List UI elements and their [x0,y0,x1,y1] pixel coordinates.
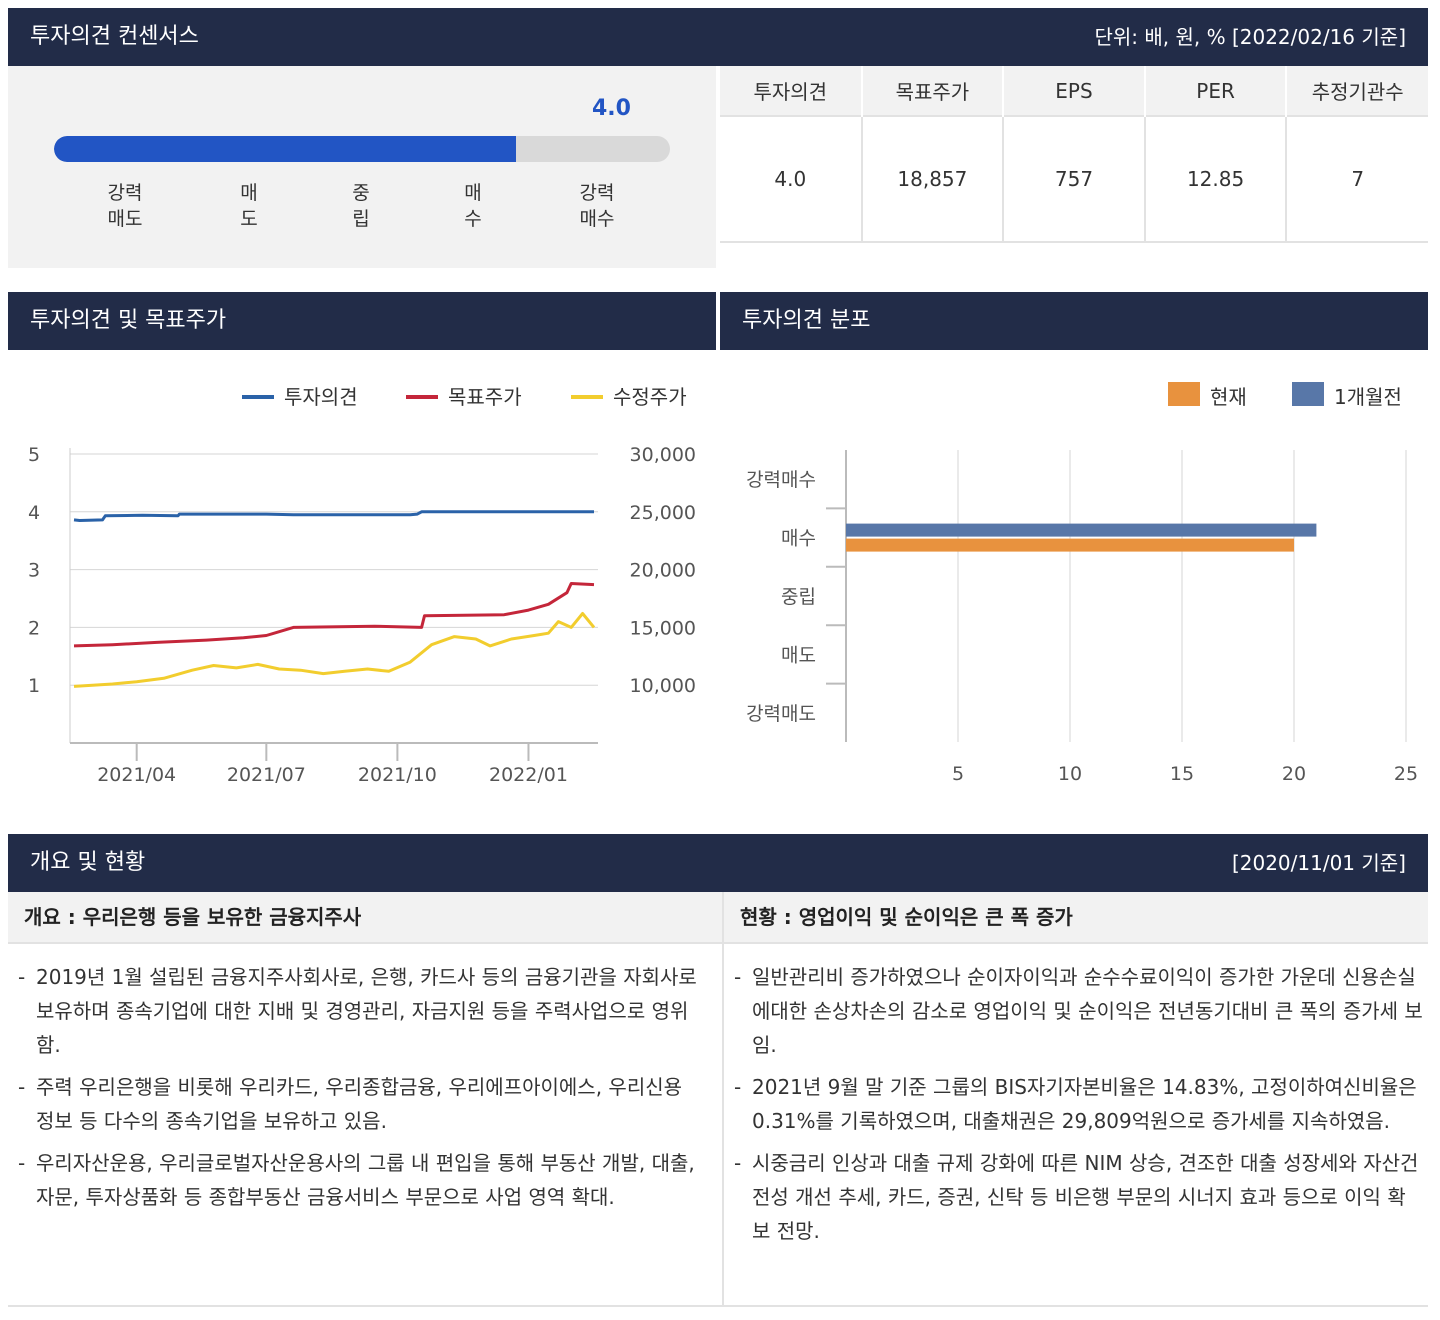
gauge-track [54,136,670,162]
scale-label-line2: 수 [464,208,482,230]
y-right-tick-label: 20,000 [630,560,696,582]
series-line [73,612,596,688]
legend-swatch [1168,382,1200,406]
consensus-table: 투자의견 목표주가 EPS PER 추정기관수 4.0 18,857 757 1… [720,66,1428,243]
category-label: 매수 [781,528,816,550]
series-line [73,582,595,648]
x-tick-label: 10 [1058,763,1082,785]
y-right-tick-label: 25,000 [630,502,696,524]
table-cell-per: 12.85 [1144,115,1288,243]
x-tick-label: 5 [952,763,964,785]
list-item: 2021년 9월 말 기준 그룹의 BIS자기자본비율은 14.83%, 고정이… [734,1070,1424,1138]
overview-date-note: [2020/11/01 기준] [1231,851,1406,875]
y-right-tick-label: 30,000 [630,444,696,466]
overview-left-title: 개요 : 우리은행 등을 보유한 금융지주사 [8,892,722,944]
scale-label-line1: 매 [240,182,258,204]
scale-label-line2: 립 [352,208,370,230]
list-item: 일반관리비 증가하였으나 순이자이익과 순수수료이익이 증가한 가운데 신용손실… [734,960,1424,1062]
x-tick-label: 2021/10 [358,764,437,786]
column-header: 목표주가 [861,66,1005,116]
legend-label: 현재 [1210,385,1247,409]
category-label: 매도 [781,644,816,666]
column-divider [722,892,724,1306]
table-header-row: 투자의견 목표주가 EPS PER 추정기관수 [720,66,1428,116]
scale-buy: 매 수 [428,180,518,232]
legend-label: 목표주가 [448,385,522,409]
bar [846,523,1317,537]
scale-label-line2: 매도 [107,208,143,230]
series-line [73,510,594,522]
x-tick-label: 25 [1394,763,1418,785]
column-header: EPS [1003,66,1146,116]
scale-neutral: 중 립 [316,180,406,232]
column-header: PER [1144,66,1288,116]
y-right-tick-label: 15,000 [630,617,696,639]
scale-strong-buy: 강력 매수 [552,180,642,232]
y-left-tick-label: 4 [28,502,40,524]
overview-left-list: 2019년 1월 설립된 금융지주사회사로, 은행, 카드사 등의 금융기관을 … [18,960,698,1222]
overview-header: 개요 및 현황 [2020/11/01 기준] [8,834,1428,892]
table-cell-opinion: 4.0 [720,115,863,243]
scale-strong-sell: 강력 매도 [80,180,170,232]
legend-swatch [1292,382,1324,406]
gauge-score: 4.0 [592,96,631,121]
category-label: 강력매도 [746,703,816,725]
table-cell-institutions: 7 [1286,115,1428,243]
scale-label-line2: 도 [240,208,258,230]
scale-label-line1: 중 [352,182,370,204]
category-label: 강력매수 [746,469,816,491]
legend-label: 1개월전 [1334,385,1402,409]
list-item: 2019년 1월 설립된 금융지주사회사로, 은행, 카드사 등의 금융기관을 … [18,960,698,1062]
list-item: 시중금리 인상과 대출 규제 강화에 따른 NIM 상승, 견조한 대출 성장세… [734,1146,1424,1248]
overview-right-title: 현황 : 영업이익 및 순이익은 큰 폭 증가 [724,892,1428,944]
x-tick-label: 20 [1282,763,1306,785]
table-cell-target-price: 18,857 [861,115,1005,243]
y-left-tick-label: 5 [28,444,40,466]
legend-label: 투자의견 [284,385,358,409]
category-label: 중립 [781,586,816,608]
list-item: 우리자산운용, 우리글로벌자산운용사의 그룹 내 편입을 통해 부동산 개발, … [18,1146,698,1214]
scale-label-line2: 매수 [579,208,615,230]
list-item: 주력 우리은행을 비롯해 우리카드, 우리종합금융, 우리에프아이에스, 우리신… [18,1070,698,1138]
opinion-target-header: 투자의견 및 목표주가 [8,292,716,350]
legend-label: 수정주가 [613,385,687,409]
distribution-title: 투자의견 분포 [742,308,871,333]
consensus-unit-note: 단위: 배, 원, % [2022/02/16 기준] [1094,25,1406,49]
opinion-target-title: 투자의견 및 목표주가 [30,308,227,333]
table-row: 4.0 18,857 757 12.85 7 [720,115,1428,243]
y-right-tick-label: 10,000 [630,675,696,697]
overview-title: 개요 및 현황 [30,850,146,875]
consensus-header: 투자의견 컨센서스 단위: 배, 원, % [2022/02/16 기준] [8,8,1428,66]
scale-label-line1: 매 [464,182,482,204]
scale-label-line1: 강력 [107,182,143,204]
gauge-fill [54,136,516,162]
bottom-divider [8,1305,1428,1307]
x-tick-label: 2022/01 [489,764,568,786]
opinion-gauge: 4.0 강력 매도 매 도 중 립 매 수 강력 매수 [8,66,716,268]
x-tick-label: 15 [1170,763,1194,785]
x-tick-label: 2021/07 [227,764,306,786]
table-cell-eps: 757 [1003,115,1146,243]
column-header: 투자의견 [720,66,863,116]
x-tick-label: 2021/04 [97,764,176,786]
scale-label-line1: 강력 [579,182,615,204]
bar [846,538,1294,552]
column-header: 추정기관수 [1286,66,1428,116]
distribution-header: 투자의견 분포 [720,292,1428,350]
y-left-tick-label: 3 [28,560,40,582]
overview-right-list: 일반관리비 증가하였으나 순이자이익과 순수수료이익이 증가한 가운데 신용손실… [734,960,1424,1256]
scale-sell: 매 도 [204,180,294,232]
opinion-target-line-chart: 1 2 3 4 5 10,000 15,000 20,000 25,000 30,000 2021/… [28,385,696,786]
y-left-tick-label: 1 [28,675,40,697]
consensus-title: 투자의견 컨센서스 [30,24,199,49]
y-left-tick-label: 2 [28,617,40,639]
